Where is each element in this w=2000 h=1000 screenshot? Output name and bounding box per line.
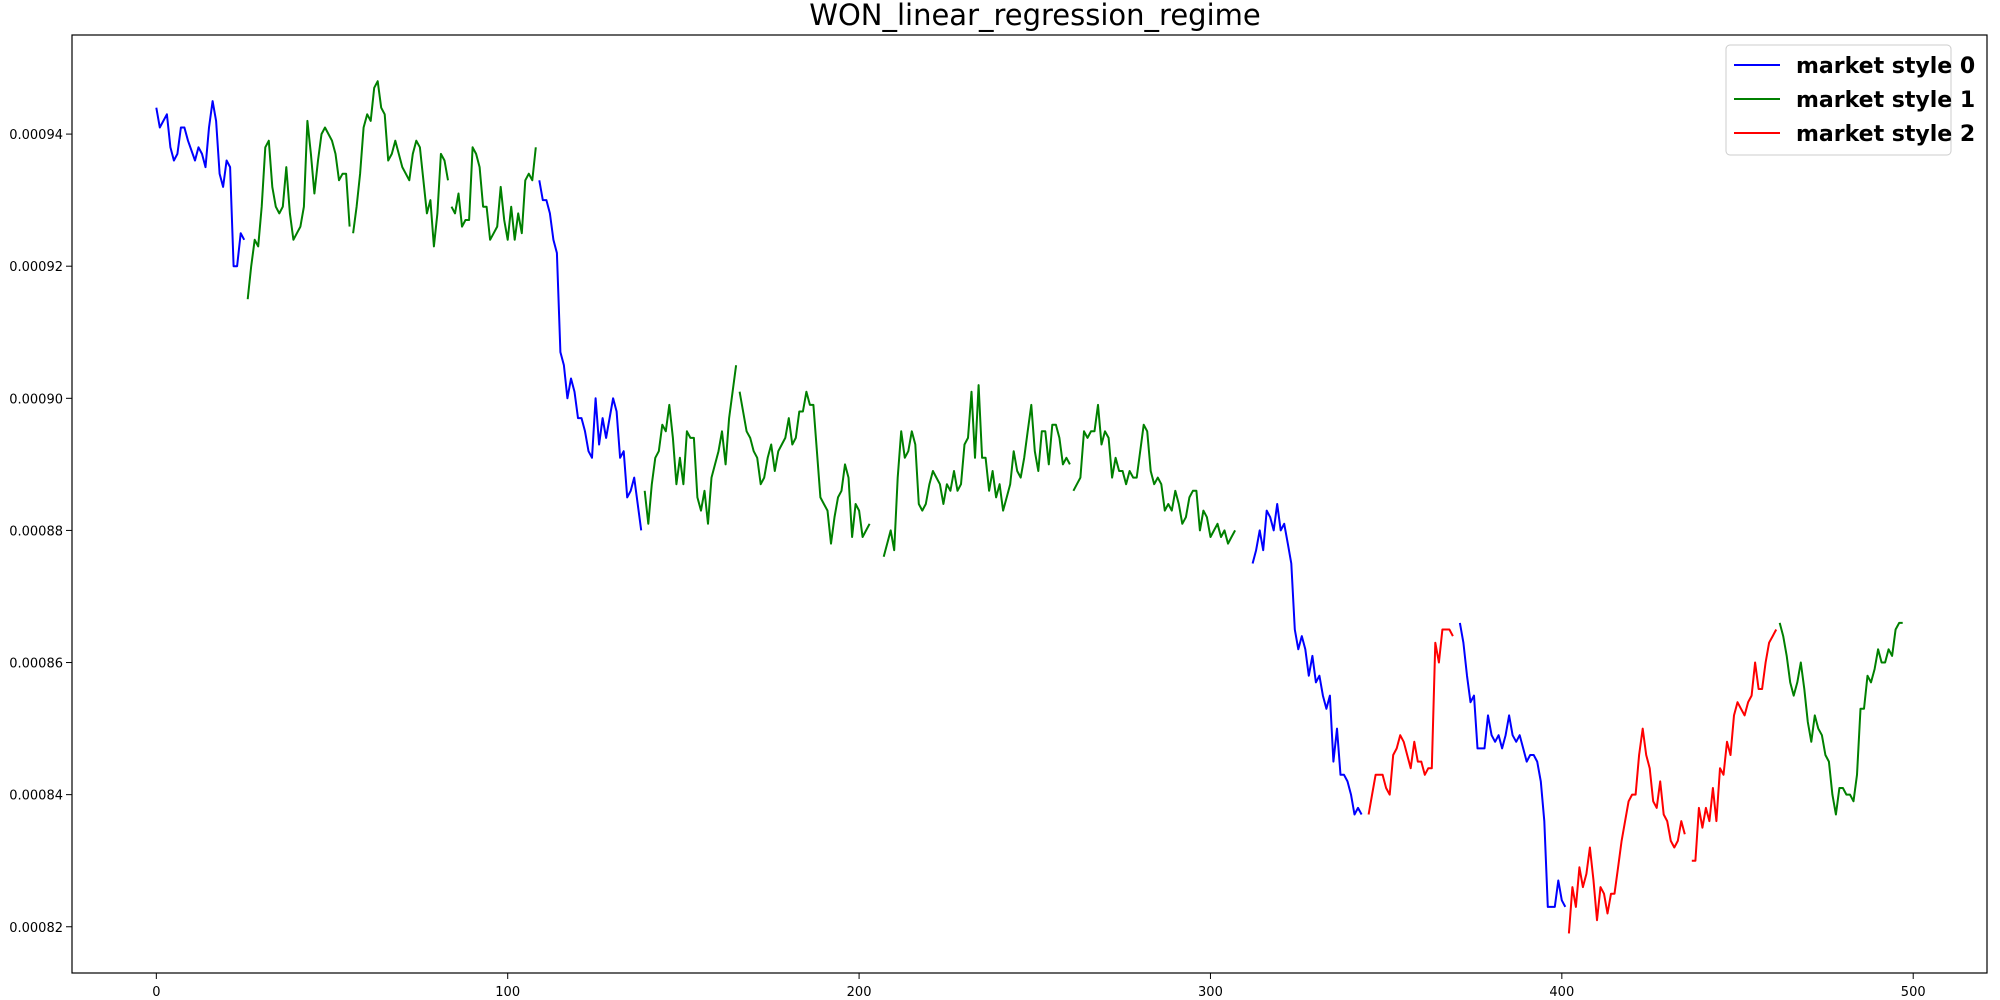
y-tick-label-0: 0.00082 xyxy=(9,921,63,936)
series-layer xyxy=(155,80,1903,934)
series-0-line-segment-3 xyxy=(1458,622,1567,908)
series-1-line-segment-3 xyxy=(643,365,738,525)
legend-label-0: market style 0 xyxy=(1796,54,1975,79)
x-axis: 0 100 200 300 400 500 xyxy=(152,973,1926,1000)
x-tick-label-3: 300 xyxy=(1198,985,1223,1000)
legend-label-1: market style 1 xyxy=(1796,88,1975,113)
x-tick-label-2: 200 xyxy=(847,985,872,1000)
series-1-line-segment-1 xyxy=(352,80,449,248)
x-tick-label-1: 100 xyxy=(495,985,520,1000)
series-0 xyxy=(155,100,1567,908)
series-1-line-segment-5 xyxy=(882,384,1071,558)
series-2 xyxy=(1367,628,1778,934)
y-tick-label-3: 0.00088 xyxy=(9,524,63,539)
series-0-line-segment-0 xyxy=(155,100,246,268)
plot-frame xyxy=(71,34,1988,974)
series-2-line-segment-1 xyxy=(1567,727,1686,934)
x-tick-label-0: 0 xyxy=(152,985,160,1000)
legend: market style 0 market style 1 market style… xyxy=(1725,44,1975,156)
chart-title: WON_linear_regression_regime xyxy=(809,0,1260,32)
series-2-line-segment-2 xyxy=(1691,629,1778,862)
y-tick-label-1: 0.00084 xyxy=(9,789,63,804)
series-1-line-segment-6 xyxy=(1072,403,1236,545)
y-tick-label-5: 0.00092 xyxy=(9,260,63,275)
series-1-line-segment-0 xyxy=(246,119,351,300)
series-2-line-segment-0 xyxy=(1367,628,1454,815)
legend-label-2: market style 2 xyxy=(1796,122,1975,147)
x-tick-label-5: 500 xyxy=(1901,985,1926,1000)
y-tick-label-2: 0.00086 xyxy=(9,657,63,672)
y-tick-label-4: 0.00090 xyxy=(9,392,63,407)
series-1-line-segment-2 xyxy=(450,146,537,241)
y-axis: 0.00082 0.00084 0.00086 0.00088 0.00090 0.000… xyxy=(9,128,72,936)
legend-box xyxy=(1725,44,1952,156)
y-tick-label-6: 0.00094 xyxy=(9,128,63,143)
series-1 xyxy=(246,80,1903,816)
series-1-line-segment-4 xyxy=(738,390,871,545)
series-0-line-segment-1 xyxy=(538,180,643,531)
series-1-line-segment-7 xyxy=(1778,621,1903,816)
series-0-line-segment-2 xyxy=(1251,503,1363,816)
x-tick-label-4: 400 xyxy=(1549,985,1574,1000)
